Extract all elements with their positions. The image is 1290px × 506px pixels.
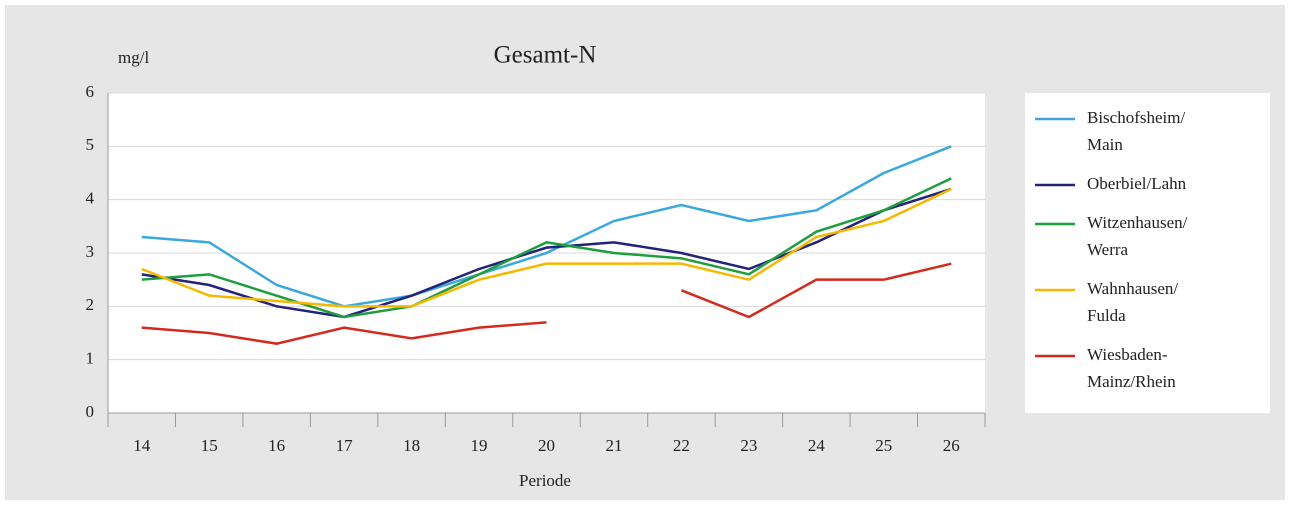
x-axis-label: Periode bbox=[519, 471, 571, 490]
legend-line: Fulda bbox=[1087, 306, 1126, 325]
series-line bbox=[680, 262, 952, 319]
x-tick-label: 14 bbox=[133, 436, 151, 455]
legend-line: Witzenhausen/ bbox=[1087, 213, 1188, 232]
series-line bbox=[141, 145, 952, 308]
x-tick-label: 25 bbox=[875, 436, 892, 455]
legend-line: Werra bbox=[1087, 240, 1129, 259]
x-tick-label: 20 bbox=[538, 436, 555, 455]
y-tick-label: 2 bbox=[86, 295, 95, 314]
legend-line: Main bbox=[1087, 135, 1123, 154]
legend-label: Wiesbaden- Mainz/Rhein bbox=[1087, 345, 1176, 391]
x-tick-label: 21 bbox=[605, 436, 622, 455]
legend-line: Mainz/Rhein bbox=[1087, 372, 1176, 391]
y-tick-label: 0 bbox=[86, 402, 95, 421]
chart-title: Gesamt-N bbox=[494, 42, 597, 69]
x-tick-label: 15 bbox=[201, 436, 218, 455]
x-tick-label: 23 bbox=[740, 436, 757, 455]
y-tick-label: 1 bbox=[86, 349, 95, 368]
x-tick-label: 19 bbox=[471, 436, 488, 455]
legend-label: Bischofsheim/Main bbox=[1087, 108, 1185, 154]
series-line bbox=[141, 177, 952, 319]
x-tick-label: 24 bbox=[808, 436, 826, 455]
y-tick-label: 6 bbox=[86, 82, 95, 101]
y-axis-label: mg/l bbox=[118, 48, 149, 67]
y-tick-label: 5 bbox=[86, 135, 95, 154]
legend-line: Oberbiel/Lahn bbox=[1087, 174, 1187, 193]
legend-label: Wahnhausen/Fulda bbox=[1087, 279, 1178, 325]
series-line bbox=[141, 187, 952, 319]
x-tick-label: 26 bbox=[943, 436, 960, 455]
legend-line: Bischofsheim/ bbox=[1087, 108, 1185, 127]
x-tick-label: 18 bbox=[403, 436, 420, 455]
series-line bbox=[141, 321, 547, 345]
x-tick-label: 22 bbox=[673, 436, 690, 455]
x-tick-label: 16 bbox=[268, 436, 285, 455]
y-tick-label: 4 bbox=[86, 189, 95, 208]
legend-label: Witzenhausen/Werra bbox=[1087, 213, 1188, 259]
y-tick-label: 3 bbox=[86, 242, 95, 261]
x-tick-label: 17 bbox=[336, 436, 354, 455]
legend-line: Wiesbaden- bbox=[1087, 345, 1168, 364]
legend-box bbox=[1025, 93, 1270, 413]
series-line bbox=[141, 187, 952, 308]
legend-line: Wahnhausen/ bbox=[1087, 279, 1178, 298]
legend-label: Oberbiel/Lahn bbox=[1087, 174, 1187, 193]
